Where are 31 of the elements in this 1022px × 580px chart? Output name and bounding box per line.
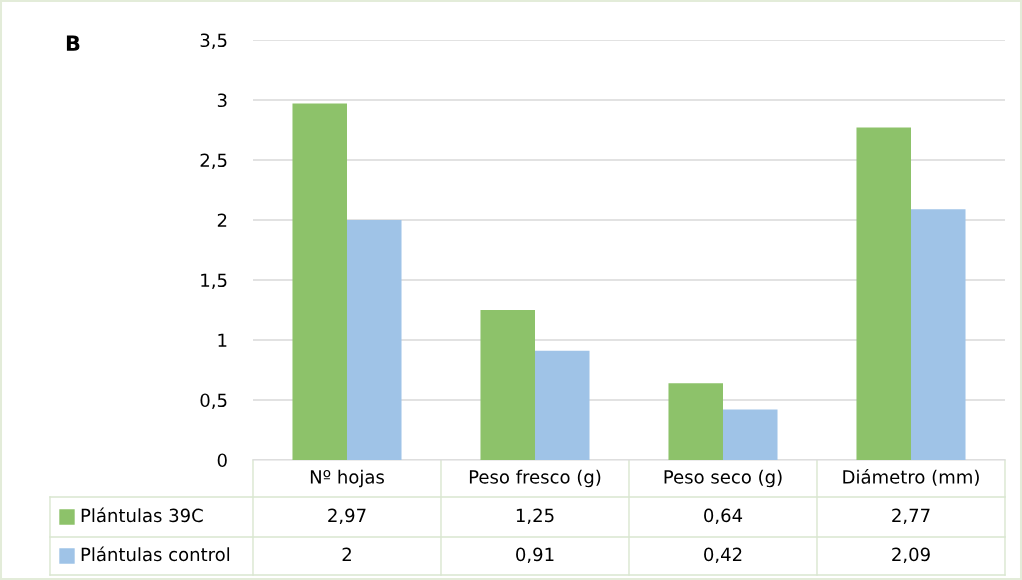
data-label: 2,97 [328, 508, 366, 525]
data-label: 0,64 [704, 508, 743, 525]
bar [480, 310, 535, 460]
legend-label: Plántulas 39C [81, 507, 203, 523]
y-tick-label: 2 [217, 213, 227, 227]
y-tick-label: 0 [217, 453, 227, 468]
x-tick-label: Nº hojas [310, 469, 384, 488]
y-tick-label: 2,5 [200, 153, 227, 169]
y-tick-label: 3,5 [200, 33, 227, 49]
text: B [66, 35, 80, 51]
legend-label: Plántulas control [81, 546, 230, 562]
data-label: 0,91 [516, 547, 554, 564]
bar [911, 209, 966, 460]
x-tick-label: Peso seco (g) [664, 469, 782, 488]
bar [723, 409, 778, 460]
data-label: 0,42 [704, 547, 742, 564]
data-label: 2,77 [892, 508, 930, 525]
x-tick-label: Peso fresco (g) [469, 469, 601, 488]
y-tick-label: 1 [218, 333, 227, 347]
x-tick-label: Diámetro (mm) [843, 469, 979, 486]
bar [668, 383, 723, 460]
y-tick-label: 0,5 [200, 393, 227, 409]
bar [535, 350, 590, 460]
data-label: 1,25 [516, 508, 554, 525]
bar [292, 103, 347, 460]
data-label: 2 [342, 547, 351, 561]
data-label: 2,09 [892, 547, 930, 564]
bar [856, 127, 911, 460]
y-tick-label: 1,5 [201, 273, 227, 289]
bar [347, 220, 402, 460]
y-tick-label: 3 [217, 93, 227, 108]
